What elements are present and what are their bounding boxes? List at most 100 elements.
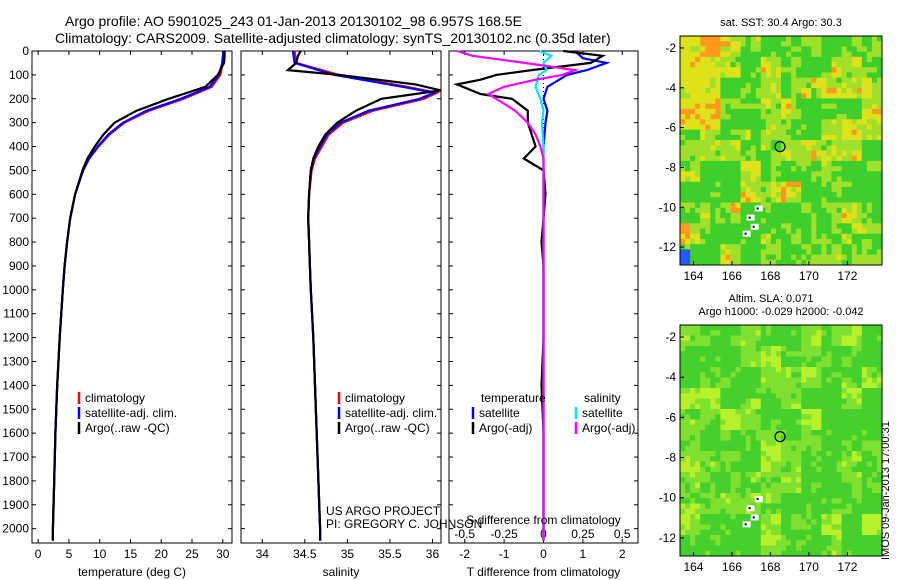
map-cell — [750, 330, 757, 336]
map-cell — [871, 398, 878, 405]
map-cell — [791, 482, 797, 489]
map-cell — [791, 409, 797, 415]
map-cell — [856, 186, 863, 193]
map-cell — [740, 93, 747, 99]
map-cell — [801, 36, 807, 42]
map-cell — [806, 498, 812, 504]
map-cell — [755, 108, 762, 115]
map-cell — [826, 367, 832, 373]
map-cell — [755, 67, 762, 73]
map-cell — [775, 207, 782, 214]
map-cell — [796, 88, 802, 94]
map-cell — [856, 335, 863, 342]
map-cell — [775, 461, 782, 468]
map-cell — [786, 72, 792, 79]
map-cell — [876, 466, 883, 473]
map-cell — [770, 503, 777, 510]
map-cell — [876, 382, 883, 389]
map-cell — [811, 514, 817, 520]
map-cell — [816, 186, 822, 193]
map-cell — [725, 498, 731, 504]
map-cell — [725, 155, 731, 162]
map-cell — [811, 56, 817, 63]
map-cell — [811, 93, 817, 99]
map-cell — [781, 466, 787, 473]
map-cell — [705, 134, 711, 141]
map-ytick-label: -2 — [665, 330, 676, 344]
map-cell — [791, 372, 797, 378]
map-cell — [730, 435, 736, 441]
map-cell — [705, 330, 711, 336]
map-cell — [745, 414, 752, 420]
map-cell — [846, 140, 853, 146]
map-cell — [750, 51, 757, 58]
map-cell — [866, 145, 873, 151]
map-cell — [861, 466, 868, 473]
map-cell — [725, 41, 731, 47]
map-cell — [740, 440, 747, 447]
map-cell — [700, 259, 706, 266]
map-cell — [816, 129, 822, 136]
map-cell — [775, 477, 782, 483]
map-cell — [866, 451, 873, 457]
map-cell — [725, 176, 731, 183]
map-cell — [775, 77, 782, 84]
map-cell — [770, 456, 777, 462]
map-cell — [690, 254, 696, 261]
temp-ytick-label: 700 — [9, 211, 29, 225]
map-cell — [750, 145, 757, 151]
map-cell — [705, 238, 711, 245]
map-cell — [720, 335, 726, 342]
map-cell — [871, 550, 878, 557]
map-cell — [765, 340, 772, 347]
map-cell — [755, 466, 762, 473]
map-cell — [715, 493, 721, 499]
map-cell — [806, 176, 812, 183]
map-cell — [796, 233, 802, 240]
map-cell — [730, 103, 736, 110]
map-cell — [831, 41, 837, 47]
map-cell — [720, 41, 726, 47]
map-cell — [836, 233, 842, 240]
temperature-panel: 0100200300400500600700800900100011001200… — [2, 44, 233, 579]
map-cell — [680, 98, 686, 105]
map-cell — [801, 545, 807, 552]
map-cell — [740, 529, 747, 536]
map-cell — [690, 150, 696, 157]
map-cell — [811, 124, 817, 131]
temp-ytick-label: 1700 — [2, 450, 29, 464]
map-cell — [841, 372, 848, 378]
sal-xtick-label: 35.5 — [378, 547, 402, 561]
map-cell — [760, 325, 767, 331]
map-cell — [781, 233, 787, 240]
map-cell — [720, 330, 726, 336]
map-cell — [871, 440, 878, 447]
map-cell — [786, 77, 792, 84]
map-cell — [690, 192, 696, 198]
map-cell — [871, 119, 878, 125]
map-cell — [856, 466, 863, 473]
map-cell — [856, 51, 863, 58]
map-cell — [700, 503, 706, 510]
map-cell — [846, 393, 853, 399]
map-cell — [690, 124, 696, 131]
map-cell — [871, 388, 878, 394]
map-cell — [770, 493, 777, 499]
map-cell — [745, 325, 752, 331]
map-cell — [796, 202, 802, 209]
map-cell — [876, 482, 883, 489]
map-cell — [700, 382, 706, 389]
map-cell — [786, 98, 792, 105]
map-cell — [851, 403, 858, 410]
map-cell — [851, 361, 858, 368]
map-cell — [786, 519, 792, 525]
map-cell — [710, 134, 716, 141]
map-cell — [760, 93, 767, 99]
map-cell — [851, 150, 858, 157]
map-cell — [695, 145, 701, 151]
map-cell — [821, 503, 827, 510]
map-cell — [770, 403, 777, 410]
map-cell — [831, 228, 837, 235]
map-cell — [806, 145, 812, 151]
map-cell — [856, 82, 863, 89]
